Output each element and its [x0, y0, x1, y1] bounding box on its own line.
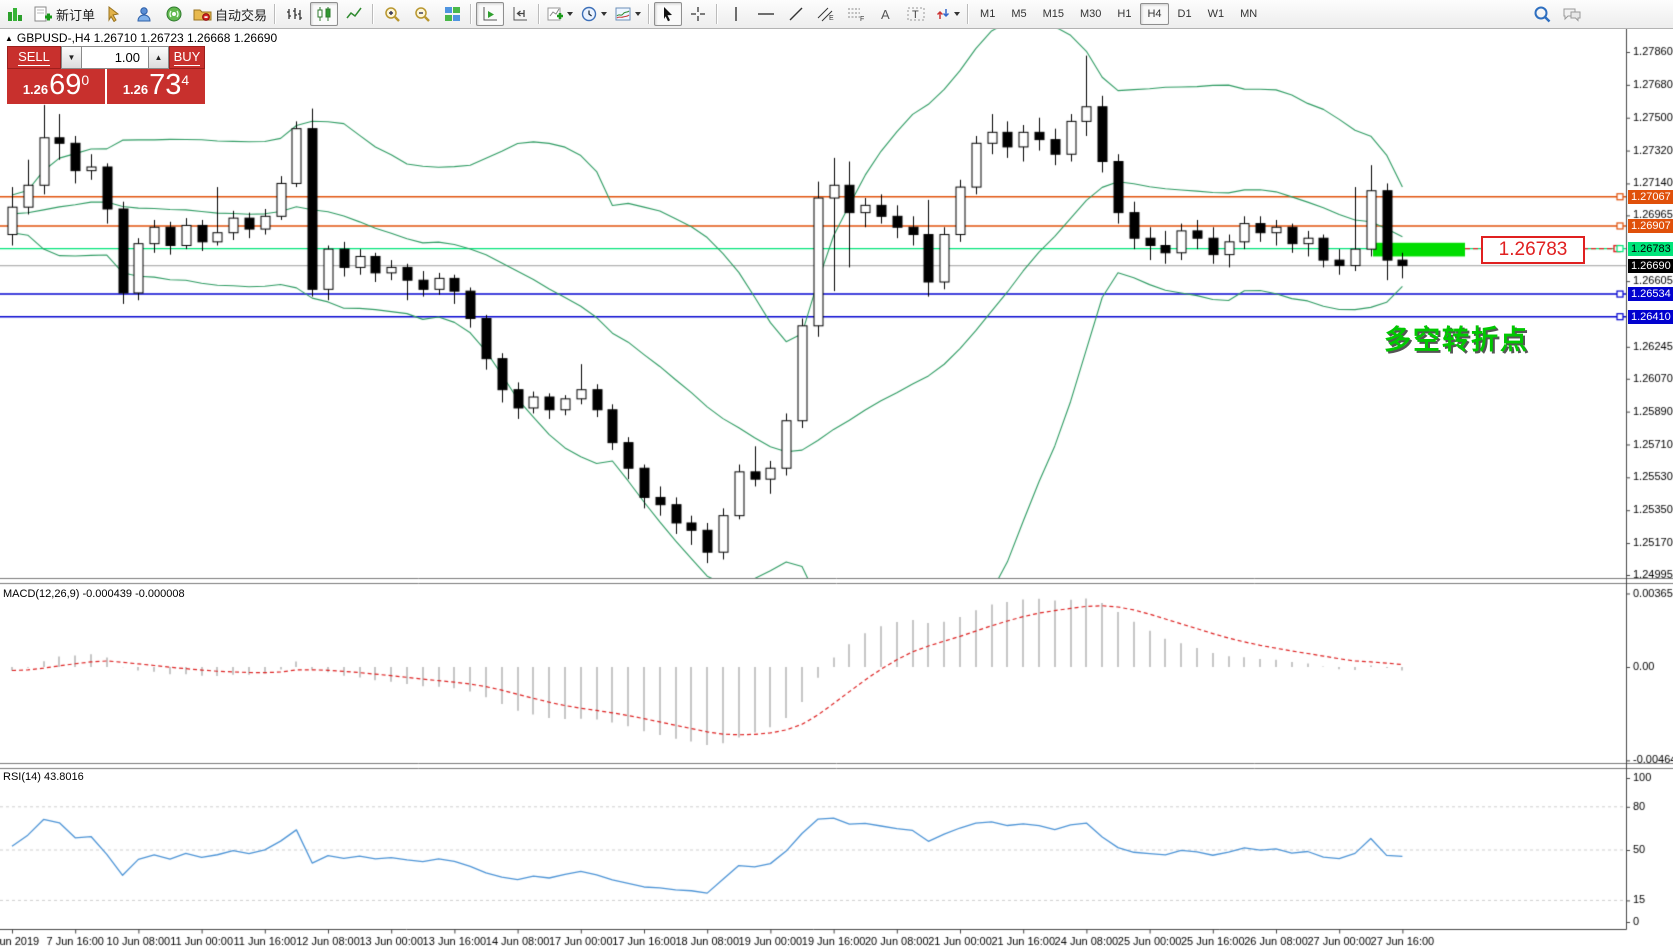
- price-badge: 1.26690: [1628, 258, 1673, 273]
- terminal-icon[interactable]: [1, 2, 29, 26]
- turning-point-annotation: 多空转折点: [1384, 325, 1529, 355]
- chevron-down-icon: [954, 12, 961, 16]
- svg-text:F: F: [860, 16, 864, 22]
- equidistant-channel-icon[interactable]: E: [812, 2, 840, 26]
- periods-button[interactable]: [578, 2, 610, 26]
- fibonacci-icon[interactable]: F: [842, 2, 870, 26]
- price-callout-label: 1.26783: [1481, 236, 1585, 264]
- price-badge: 1.26534: [1628, 287, 1673, 302]
- candlestick-chart-icon[interactable]: [310, 2, 339, 26]
- tile-windows-icon[interactable]: [438, 2, 466, 26]
- autotrading-label: 自动交易: [215, 7, 268, 23]
- timeframe-group: M1 M5 M15 M30 H1 H4 D1 W1 MN: [972, 3, 1265, 25]
- new-order-icon: [34, 6, 52, 21]
- volume-decrease-button[interactable]: ▼: [61, 46, 82, 69]
- svg-text:T: T: [912, 9, 919, 21]
- timeframe-H1[interactable]: H1: [1117, 8, 1132, 20]
- zoom-out-icon[interactable]: [408, 2, 436, 26]
- timeframe-MN[interactable]: MN: [1240, 8, 1258, 20]
- symbol-info-bar: ▲ GBPUSD-,H4 1.26710 1.26723 1.26668 1.2…: [5, 31, 277, 45]
- svg-text:A: A: [881, 7, 890, 22]
- price-badge: 1.26907: [1628, 218, 1673, 233]
- zoom-in-icon[interactable]: [378, 2, 406, 26]
- new-order-button[interactable]: 新订单: [31, 2, 98, 26]
- text-label-icon[interactable]: T: [902, 2, 930, 26]
- autotrading-icon: [193, 9, 212, 21]
- profile-icon[interactable]: [130, 2, 158, 26]
- text-icon[interactable]: A: [872, 2, 900, 26]
- new-order-label: 新订单: [56, 7, 96, 23]
- buy-price[interactable]: 1.26 73 4: [107, 69, 205, 104]
- signal-icon[interactable]: [160, 2, 188, 26]
- timeframe-M5[interactable]: M5: [1011, 8, 1027, 20]
- separator: [372, 4, 375, 24]
- sell-price[interactable]: 1.26 69 0: [7, 69, 105, 104]
- cursor-icon[interactable]: [654, 2, 683, 26]
- vertical-line-icon[interactable]: [722, 2, 750, 26]
- one-click-trading-panel: SELL ▼ ▲ BUY 1.26 69 0 1.26 73 4: [7, 46, 205, 104]
- chevron-down-icon: [601, 12, 608, 16]
- timeframe-M30[interactable]: M30: [1080, 8, 1102, 20]
- buy-button[interactable]: BUY: [169, 46, 205, 69]
- volume-input[interactable]: [82, 46, 148, 69]
- template-button[interactable]: [612, 2, 644, 26]
- collapse-panel-icon[interactable]: ▲: [5, 33, 13, 43]
- auto-scroll-icon[interactable]: [476, 2, 505, 26]
- separator: [538, 4, 541, 24]
- timeframe-D1[interactable]: D1: [1177, 8, 1192, 20]
- symbol-ohlc-text: GBPUSD-,H4 1.26710 1.26723 1.26668 1.266…: [16, 31, 278, 45]
- price-badge: 1.26783: [1628, 241, 1673, 256]
- macd-indicator-label: MACD(12,26,9) -0.000439 -0.000008: [3, 588, 185, 600]
- separator: [470, 4, 473, 24]
- indicators-icon: [547, 7, 564, 21]
- template-icon: [615, 7, 631, 21]
- timeframe-M15[interactable]: M15: [1042, 8, 1064, 20]
- line-chart-icon[interactable]: [340, 2, 368, 26]
- indicators-button[interactable]: [544, 2, 576, 26]
- chevron-down-icon: [635, 12, 642, 16]
- price-badge: 1.27067: [1628, 189, 1673, 204]
- timeframe-W1[interactable]: W1: [1207, 8, 1225, 20]
- arrows-icon: [937, 9, 950, 19]
- timeframe-M1[interactable]: M1: [980, 8, 996, 20]
- crosshair-icon[interactable]: [684, 2, 712, 26]
- separator: [716, 4, 719, 24]
- chevron-down-icon: [567, 12, 574, 16]
- timeframe-H4[interactable]: H4: [1140, 3, 1169, 25]
- separator: [648, 4, 651, 24]
- rsi-indicator-label: RSI(14) 43.8016: [3, 771, 84, 783]
- horizontal-line-icon[interactable]: [752, 2, 780, 26]
- bar-chart-icon[interactable]: [280, 2, 308, 26]
- price-badge: 1.26410: [1628, 309, 1673, 324]
- svg-text:E: E: [829, 15, 834, 22]
- search-icon[interactable]: [1528, 2, 1556, 26]
- clock-icon: [581, 6, 597, 21]
- separator: [274, 4, 277, 24]
- volume-increase-button[interactable]: ▲: [148, 46, 169, 69]
- toolbar: 新订单 自动交易: [0, 0, 1673, 29]
- sell-button[interactable]: SELL: [7, 46, 61, 69]
- separator: [967, 4, 970, 24]
- trendline-icon[interactable]: [782, 2, 810, 26]
- arrows-button[interactable]: [932, 2, 963, 26]
- gold-pointer-icon[interactable]: [100, 2, 128, 26]
- autotrading-button[interactable]: 自动交易: [190, 2, 270, 26]
- chart-shift-icon[interactable]: [506, 2, 534, 26]
- chat-icon[interactable]: [1558, 2, 1586, 26]
